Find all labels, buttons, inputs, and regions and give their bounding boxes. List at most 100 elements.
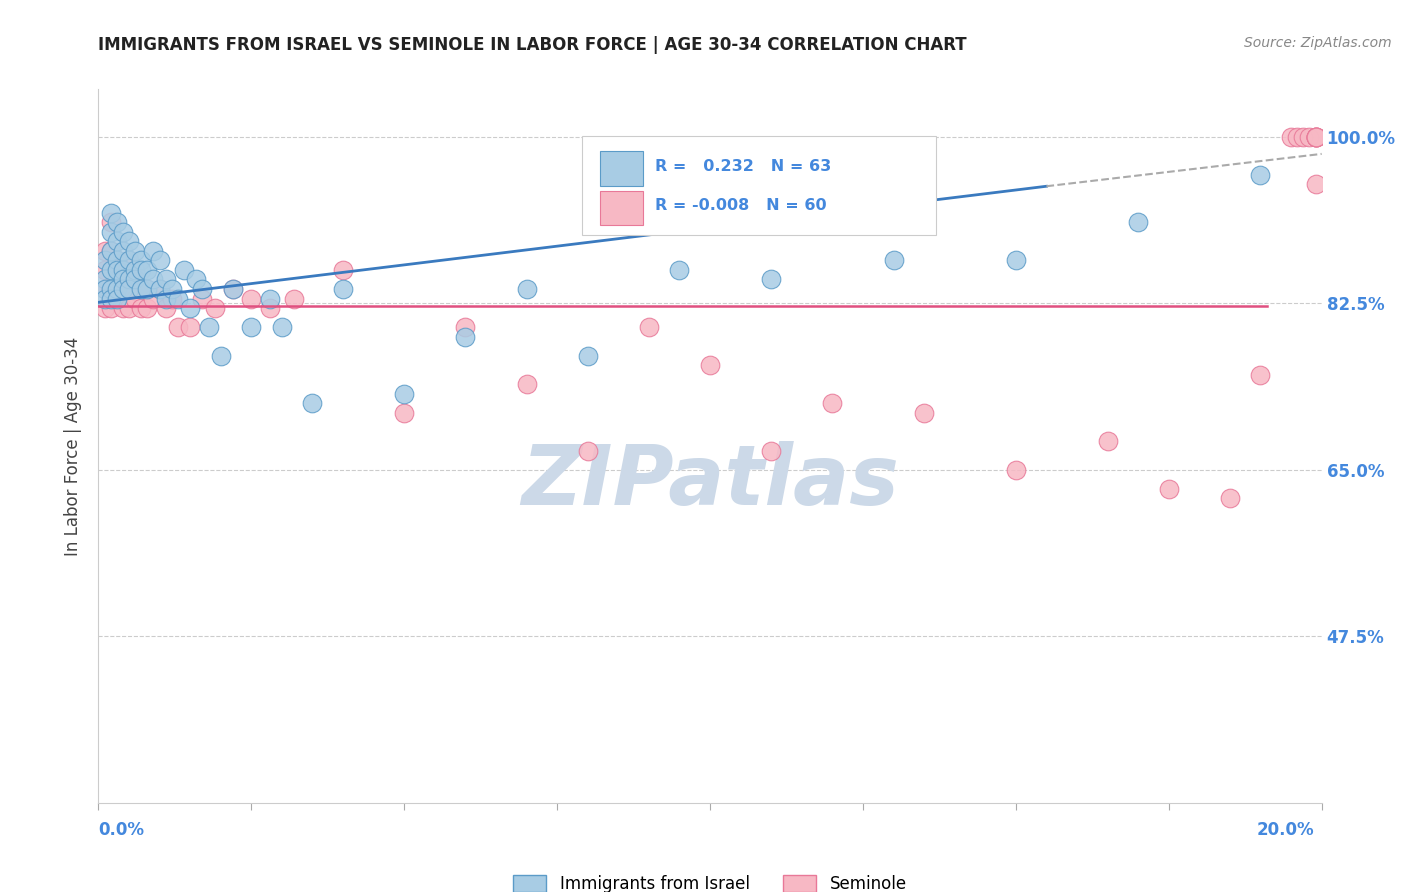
Point <box>454 329 477 343</box>
Point <box>136 282 159 296</box>
Point <box>100 244 122 258</box>
Point <box>100 225 122 239</box>
Point <box>259 292 281 306</box>
Point <box>191 282 214 296</box>
Point <box>516 377 538 392</box>
Point <box>118 282 141 296</box>
Point <box>136 301 159 315</box>
Bar <box>600 152 643 186</box>
Point <box>124 272 146 286</box>
Point <box>118 253 141 268</box>
Point <box>149 282 172 296</box>
Point <box>576 349 599 363</box>
Point <box>111 263 134 277</box>
Point <box>1292 129 1315 144</box>
Point <box>93 282 115 296</box>
Point <box>1004 253 1026 268</box>
Point <box>100 282 122 296</box>
Point <box>1286 129 1309 144</box>
Text: Source: ZipAtlas.com: Source: ZipAtlas.com <box>1244 36 1392 50</box>
Point <box>142 272 165 286</box>
Point <box>149 253 172 268</box>
Text: 0.0%: 0.0% <box>98 821 145 838</box>
Point <box>136 282 159 296</box>
Legend: Immigrants from Israel, Seminole: Immigrants from Israel, Seminole <box>506 868 914 892</box>
Point <box>1249 168 1271 182</box>
Text: IMMIGRANTS FROM ISRAEL VS SEMINOLE IN LABOR FORCE | AGE 30-34 CORRELATION CHART: IMMIGRANTS FROM ISRAEL VS SEMINOLE IN LA… <box>98 36 967 54</box>
Point <box>1305 129 1327 144</box>
Point <box>93 244 115 258</box>
Text: 20.0%: 20.0% <box>1257 821 1315 838</box>
Point <box>124 272 146 286</box>
Point <box>332 263 354 277</box>
Point <box>167 320 190 334</box>
FancyBboxPatch shape <box>582 136 936 235</box>
Point <box>149 282 172 296</box>
Point <box>1305 129 1327 144</box>
Point <box>105 253 128 268</box>
Point <box>118 301 141 315</box>
Point <box>186 272 208 286</box>
Point <box>759 272 782 286</box>
Point <box>637 320 661 334</box>
Point <box>105 282 128 296</box>
Point <box>179 320 201 334</box>
Point <box>111 225 134 239</box>
Point <box>105 292 128 306</box>
Point <box>93 263 115 277</box>
Point <box>155 272 177 286</box>
Point <box>454 320 477 334</box>
Point <box>191 292 214 306</box>
Point <box>240 292 263 306</box>
Text: R = -0.008   N = 60: R = -0.008 N = 60 <box>655 198 827 213</box>
Point <box>142 244 165 258</box>
Point <box>155 292 177 306</box>
Point <box>118 235 141 249</box>
Point <box>129 253 152 268</box>
Point <box>699 358 721 372</box>
Point <box>129 301 152 315</box>
Point <box>204 301 226 315</box>
Point <box>100 206 122 220</box>
Point <box>912 406 935 420</box>
Point <box>1004 463 1026 477</box>
Point <box>160 282 183 296</box>
Point <box>93 253 115 268</box>
Point <box>259 301 281 315</box>
Point <box>167 292 190 306</box>
Point <box>197 320 219 334</box>
Point <box>821 396 844 410</box>
Point <box>129 263 152 277</box>
Point <box>111 263 134 277</box>
Point <box>155 301 177 315</box>
Point <box>142 292 165 306</box>
Point <box>93 282 115 296</box>
Point <box>576 443 599 458</box>
Point <box>179 301 201 315</box>
Point <box>301 396 323 410</box>
Point <box>1128 215 1150 229</box>
Point <box>1298 129 1320 144</box>
Text: ZIPatlas: ZIPatlas <box>522 442 898 522</box>
Point <box>883 253 905 268</box>
Point <box>111 272 134 286</box>
Point <box>332 282 354 296</box>
Point <box>118 272 141 286</box>
Point <box>124 263 146 277</box>
Point <box>1305 178 1327 192</box>
Point <box>111 301 134 315</box>
Point <box>1097 434 1119 449</box>
Point <box>668 263 690 277</box>
Point <box>93 301 115 315</box>
Point <box>100 244 122 258</box>
Point <box>1219 491 1241 506</box>
Point <box>105 263 128 277</box>
Point <box>1279 129 1302 144</box>
Point <box>516 282 538 296</box>
Point <box>160 292 183 306</box>
Point <box>1305 129 1327 144</box>
Point <box>283 292 305 306</box>
Point <box>129 282 152 296</box>
Point <box>124 292 146 306</box>
Point <box>105 235 128 249</box>
